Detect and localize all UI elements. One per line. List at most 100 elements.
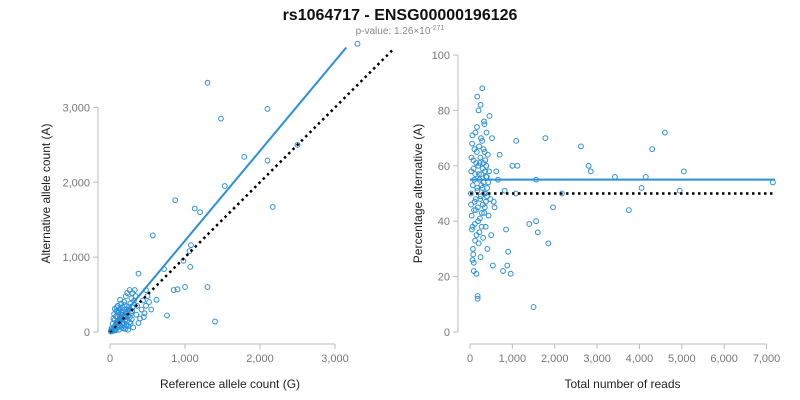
right-data-point bbox=[550, 204, 556, 211]
right-data-point bbox=[496, 151, 503, 158]
right-data-point bbox=[476, 229, 483, 236]
left-data-point bbox=[148, 306, 155, 313]
left-data-point bbox=[294, 141, 301, 148]
right-data-point bbox=[507, 270, 514, 277]
right-data-point bbox=[478, 209, 485, 216]
right-data-point bbox=[476, 143, 483, 150]
right-data-point bbox=[478, 135, 484, 142]
left-x-tick-label: 1,000 bbox=[171, 353, 199, 365]
left-data-point bbox=[113, 304, 120, 311]
right-data-point bbox=[769, 179, 776, 186]
left-data-point bbox=[241, 153, 248, 160]
right-data-point bbox=[471, 221, 478, 227]
left-data-point bbox=[212, 318, 218, 325]
right-y-axis-label: Percentage alternative (A) bbox=[411, 124, 425, 263]
right-data-point bbox=[490, 198, 497, 205]
right-data-point bbox=[471, 146, 478, 153]
left-x-axis-label: Reference allele count (G) bbox=[160, 377, 300, 391]
left-data-point bbox=[118, 300, 125, 307]
left-data-point bbox=[125, 326, 131, 333]
right-data-point bbox=[483, 129, 490, 136]
left-data-point bbox=[135, 270, 142, 277]
right-scatter-panel: Percentage alternative (A) Total number … bbox=[411, 50, 780, 391]
right-data-point bbox=[476, 160, 483, 166]
right-x-tick-label: 2,000 bbox=[541, 353, 569, 365]
right-data-point bbox=[469, 226, 475, 233]
right-data-point bbox=[474, 124, 480, 130]
left-y-tick-label: 0 bbox=[84, 327, 90, 339]
right-data-point bbox=[530, 304, 537, 310]
left-data-point bbox=[218, 115, 224, 122]
left-data-point bbox=[172, 197, 179, 204]
right-data-point bbox=[585, 162, 592, 169]
left-data-point bbox=[133, 311, 140, 318]
left-y-axis-label: Alternative allele count (A) bbox=[39, 123, 53, 263]
right-y-tick-label: 80 bbox=[438, 105, 450, 117]
left-data-point bbox=[164, 312, 170, 319]
right-data-point bbox=[470, 165, 477, 172]
right-data-point bbox=[470, 251, 477, 258]
right-data-point bbox=[484, 151, 491, 158]
right-data-point bbox=[469, 132, 476, 139]
right-data-point bbox=[638, 185, 645, 191]
right-data-point bbox=[475, 162, 482, 169]
right-x-tick-label: 3,000 bbox=[583, 353, 611, 365]
right-data-point bbox=[534, 229, 541, 236]
left-data-point bbox=[264, 106, 271, 112]
left-data-point bbox=[126, 287, 133, 293]
right-data-point bbox=[485, 212, 492, 219]
right-data-point bbox=[578, 143, 584, 150]
right-data-point bbox=[474, 204, 481, 211]
right-data-point bbox=[486, 113, 493, 119]
left-y-tick-label: 1,000 bbox=[62, 252, 90, 264]
right-data-point bbox=[482, 223, 489, 230]
left-data-point bbox=[191, 205, 198, 212]
left-data-point bbox=[141, 310, 148, 317]
right-data-point bbox=[481, 149, 488, 155]
right-x-tick-label: 4,000 bbox=[626, 353, 654, 365]
right-data-point bbox=[479, 137, 485, 144]
right-data-point bbox=[493, 168, 500, 175]
right-data-point bbox=[481, 209, 488, 216]
right-data-point bbox=[611, 173, 618, 180]
right-data-point bbox=[545, 240, 552, 247]
right-data-point bbox=[475, 240, 482, 247]
left-data-point bbox=[135, 320, 142, 326]
right-data-point bbox=[513, 137, 520, 144]
left-data-point bbox=[138, 306, 145, 313]
left-data-point bbox=[269, 204, 276, 210]
left-data-point bbox=[174, 286, 181, 293]
right-y-tick-label: 20 bbox=[438, 272, 450, 284]
left-data-point bbox=[153, 296, 160, 303]
right-data-point bbox=[625, 207, 632, 214]
right-data-point bbox=[474, 295, 481, 302]
right-y-tick-label: 100 bbox=[432, 50, 450, 62]
right-data-point bbox=[482, 168, 488, 175]
right-data-point bbox=[469, 257, 476, 263]
right-data-point bbox=[468, 154, 475, 161]
right-data-point bbox=[474, 293, 481, 299]
right-data-point bbox=[479, 85, 486, 92]
right-y-tick-label: 40 bbox=[438, 216, 450, 228]
right-data-point bbox=[478, 223, 485, 230]
right-data-point bbox=[526, 221, 533, 227]
left-data-point bbox=[122, 326, 129, 332]
right-data-point bbox=[481, 118, 487, 125]
right-data-point bbox=[649, 146, 656, 153]
left-fit-line bbox=[109, 46, 348, 332]
right-data-point bbox=[468, 201, 474, 208]
left-data-point bbox=[129, 290, 136, 296]
right-data-point bbox=[514, 162, 521, 169]
right-data-point bbox=[488, 232, 495, 238]
right-data-point bbox=[469, 182, 476, 189]
right-data-point bbox=[489, 135, 495, 142]
left-x-tick-label: 3,000 bbox=[321, 353, 349, 365]
right-data-point bbox=[475, 107, 482, 114]
right-data-point bbox=[503, 226, 509, 233]
right-data-point bbox=[478, 171, 485, 178]
right-y-tick-label: 60 bbox=[438, 161, 450, 173]
left-data-point bbox=[204, 79, 211, 86]
right-data-point bbox=[477, 101, 484, 108]
